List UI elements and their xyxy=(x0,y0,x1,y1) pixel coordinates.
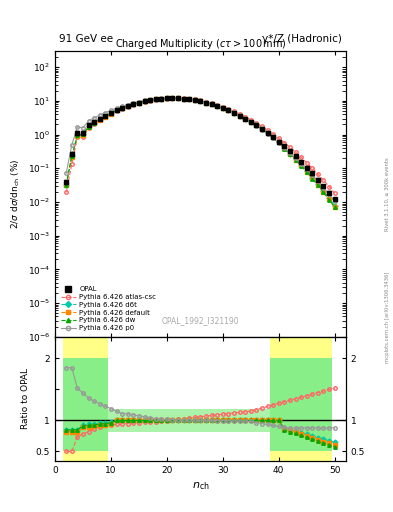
Text: OPAL_1992_I321190: OPAL_1992_I321190 xyxy=(162,316,239,325)
Text: γ*/Z (Hadronic): γ*/Z (Hadronic) xyxy=(262,33,342,44)
Y-axis label: 2/$\sigma$ d$\sigma$/dn$_\mathrm{ch}$ (%): 2/$\sigma$ d$\sigma$/dn$_\mathrm{ch}$ (%… xyxy=(9,159,22,229)
Text: 91 GeV ee: 91 GeV ee xyxy=(59,33,113,44)
Text: Rivet 3.1.10, ≥ 300k events: Rivet 3.1.10, ≥ 300k events xyxy=(385,158,390,231)
X-axis label: $n_\mathrm{ch}$: $n_\mathrm{ch}$ xyxy=(191,480,209,492)
Text: mcplots.cern.ch [arXiv:1306.3436]: mcplots.cern.ch [arXiv:1306.3436] xyxy=(385,272,390,363)
Legend: OPAL, Pythia 6.426 atlas-csc, Pythia 6.426 d6t, Pythia 6.426 default, Pythia 6.4: OPAL, Pythia 6.426 atlas-csc, Pythia 6.4… xyxy=(59,284,158,333)
Y-axis label: Ratio to OPAL: Ratio to OPAL xyxy=(21,368,30,429)
Title: Charged Multiplicity $(c\tau > 100\,\mathrm{mm})$: Charged Multiplicity $(c\tau > 100\,\mat… xyxy=(114,37,286,51)
